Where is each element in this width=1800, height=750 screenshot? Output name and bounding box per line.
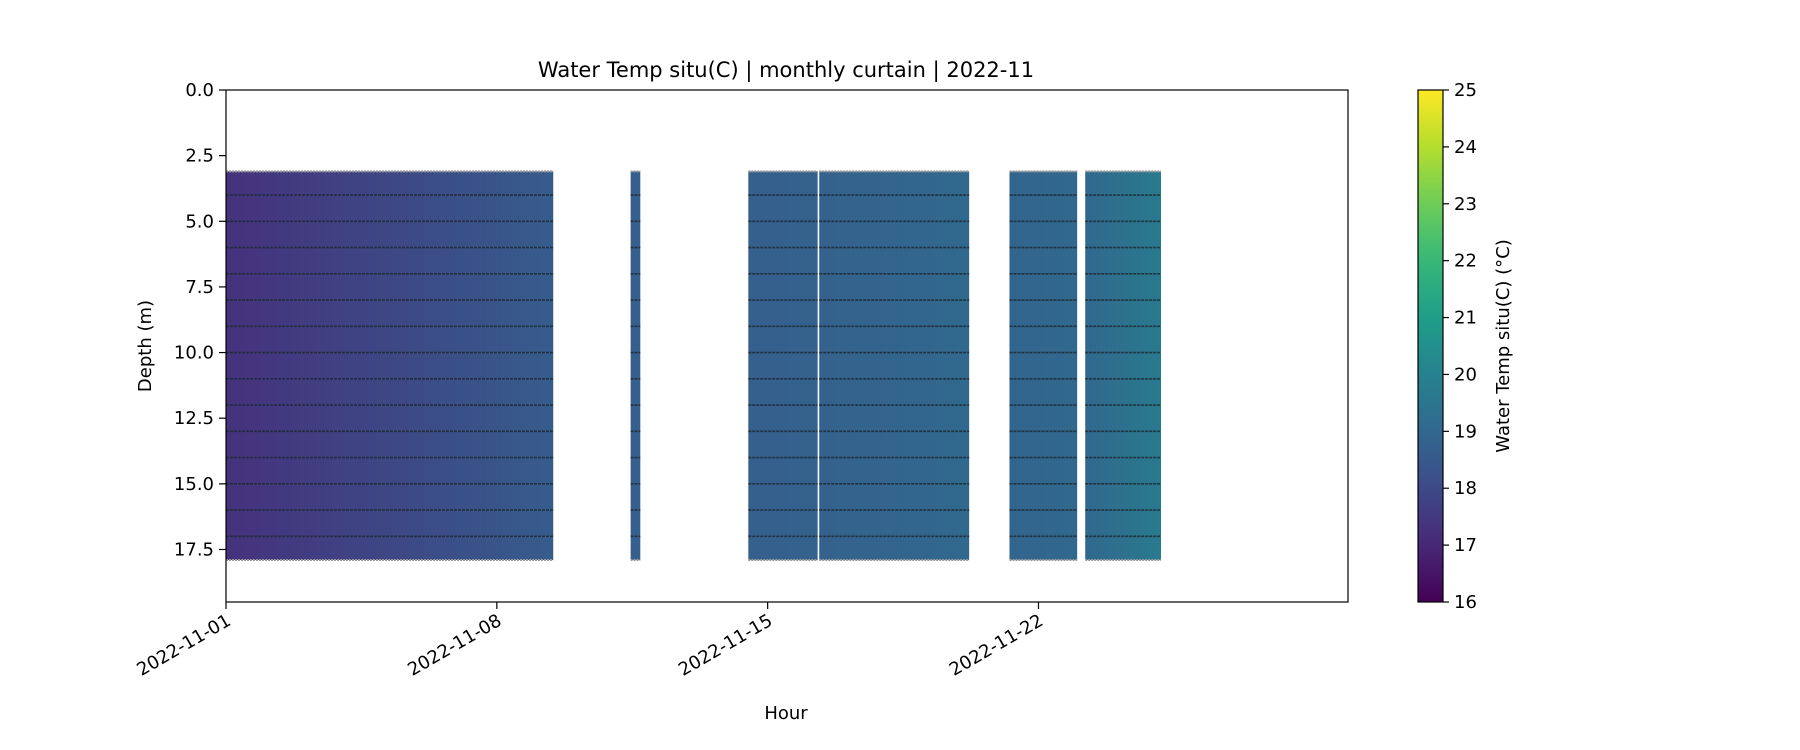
plot-frame (225, 89, 1349, 603)
x-axis-label: Hour (764, 703, 808, 724)
plot-area (226, 170, 1161, 561)
colorbar-tick-label: 16 (1454, 592, 1477, 613)
x-axis: 2022-11-01 2022-11-08 2022-11-15 2022-11-22 (133, 602, 1047, 681)
curtain-segment (748, 171, 818, 560)
y-tick-label: 2.5 (185, 146, 214, 167)
y-tick-label: 0.0 (185, 80, 214, 101)
y-tick-label: 15.0 (174, 474, 214, 495)
chart-title: Water Temp situ(C) | monthly curtain | 2… (538, 58, 1034, 83)
colorbar-tick-label: 24 (1454, 137, 1477, 158)
colorbar-tick-label: 18 (1454, 478, 1477, 499)
colorbar-tick-label: 19 (1454, 421, 1477, 442)
y-axis: 0.0 2.5 5.0 7.5 10.0 12.5 15.0 17.5 (174, 80, 226, 560)
x-tick-label: 2022-11-01 (133, 610, 234, 680)
colorbar-tick-label: 17 (1454, 535, 1477, 556)
y-tick-label: 17.5 (174, 539, 214, 560)
colorbar: 16 17 18 19 20 21 22 23 24 25 (1417, 80, 1477, 613)
y-tick-label: 12.5 (174, 408, 214, 429)
x-tick-label: 2022-11-22 (946, 610, 1047, 680)
curtain-segment (1009, 171, 1078, 560)
x-tick-label: 2022-11-15 (675, 610, 776, 680)
colorbar-label: Water Temp situ(C) (°C) (1493, 239, 1514, 452)
y-tick-label: 5.0 (185, 211, 214, 232)
curtain-segment (819, 171, 970, 560)
colorbar-tick-label: 20 (1454, 364, 1477, 385)
curtain-segment (226, 171, 554, 560)
colorbar-tick-label: 23 (1454, 194, 1477, 215)
colorbar-tick-label: 21 (1454, 308, 1477, 329)
y-tick-label: 7.5 (185, 277, 214, 298)
colorbar-tick-label: 22 (1454, 251, 1477, 272)
colorbar-gradient (1418, 90, 1443, 602)
curtain-segment (630, 171, 641, 560)
y-axis-label: Depth (m) (135, 300, 156, 392)
colorbar-frame (1417, 89, 1444, 603)
y-tick-label: 10.0 (174, 343, 214, 364)
x-tick-label: 2022-11-08 (404, 610, 505, 680)
colorbar-tick-label: 25 (1454, 80, 1477, 101)
curtain-segment (1085, 171, 1161, 560)
